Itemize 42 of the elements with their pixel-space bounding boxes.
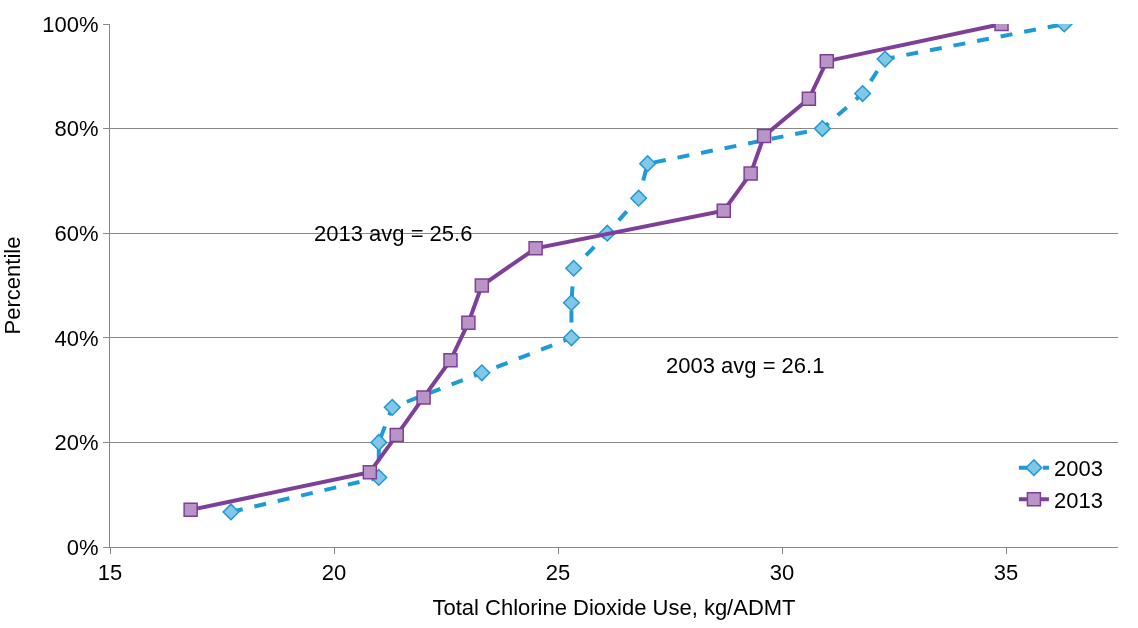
point	[370, 433, 388, 451]
annotation: 2003 avg = 26.1	[666, 353, 825, 378]
y-tick-label: 60%	[54, 220, 99, 246]
point	[222, 503, 240, 521]
point	[756, 128, 772, 144]
point	[383, 398, 401, 416]
point	[473, 364, 491, 382]
point	[630, 189, 648, 207]
point	[813, 120, 831, 138]
y-tick-label: 40%	[54, 325, 99, 351]
point	[743, 166, 758, 181]
point	[461, 315, 476, 330]
y-axis-title: Percentile	[0, 236, 26, 335]
point	[528, 241, 543, 256]
x-axis-title: Total Chlorine Dioxide Use, kg/ADMT	[432, 595, 796, 621]
point	[854, 85, 872, 103]
point	[801, 91, 817, 107]
y-tick-label: 0%	[66, 534, 99, 560]
legend-label: 2013	[1053, 487, 1103, 513]
point	[362, 464, 378, 480]
x-tick-label: 25	[545, 560, 571, 586]
point	[389, 427, 404, 443]
point	[565, 259, 583, 277]
point	[562, 294, 580, 312]
y-tick-label: 80%	[54, 116, 99, 142]
x-tick-label: 15	[97, 560, 123, 586]
point	[876, 50, 894, 68]
point	[639, 155, 657, 173]
point	[474, 278, 490, 293]
point	[183, 502, 198, 518]
y-tick-label: 100%	[42, 11, 99, 37]
point	[716, 203, 732, 218]
point	[562, 329, 580, 347]
legend-label: 2003	[1053, 456, 1103, 482]
point	[443, 353, 458, 368]
point	[819, 53, 835, 69]
x-tick-label: 30	[769, 560, 795, 586]
x-tick-label: 20	[321, 560, 347, 586]
point	[416, 390, 431, 405]
y-tick-label: 20%	[54, 430, 99, 456]
x-tick-label: 35	[993, 560, 1019, 586]
annotation: 2013 avg = 25.6	[314, 221, 473, 246]
